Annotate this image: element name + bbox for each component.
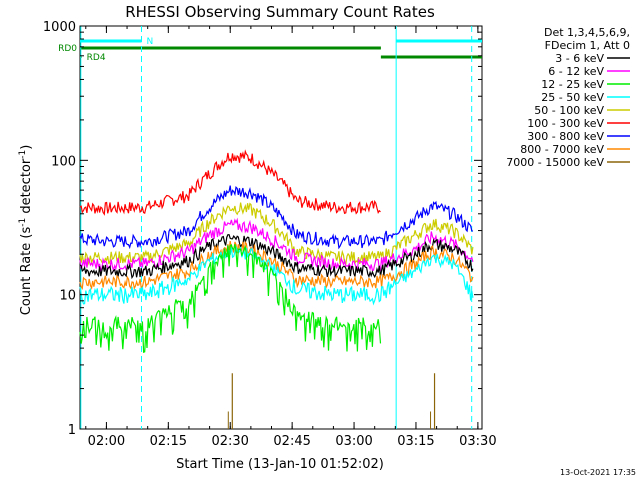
- series-line-3-6keV: [79, 234, 474, 280]
- legend-label: 7000 - 15000 keV: [506, 156, 604, 169]
- x-axis-label: Start Time (13-Jan-10 01:52:02): [176, 457, 384, 472]
- x-axis: 02:00 02:15 02:30 02:45 03:00 03:15 03:30: [85, 26, 497, 449]
- y-tick-label: 1000: [43, 20, 76, 35]
- plot-area: [79, 25, 483, 430]
- legend-label: 6 - 12 keV: [548, 65, 604, 78]
- legend-label: 3 - 6 keV: [555, 52, 604, 65]
- vertical-markers: [80, 26, 473, 429]
- x-tick-label: 02:00: [88, 434, 125, 449]
- y-axis-label: Count Rate (s-1 detector-1): [18, 145, 34, 316]
- x-tick-label: 02:15: [150, 434, 187, 449]
- x-tick-label: 03:15: [397, 434, 434, 449]
- series-group: [79, 149, 474, 354]
- y-axis-label-sup1: -1: [18, 218, 28, 227]
- flag-bars: N RD0 RD4: [58, 37, 482, 63]
- flag-end-label: RD4: [87, 53, 106, 63]
- y-axis: 1 10 100 1000: [43, 20, 482, 438]
- series-line-100-300keV: [79, 149, 381, 216]
- timestamp: 13-Oct-2021 17:35: [560, 468, 636, 477]
- series-line-50-100keV: [79, 202, 474, 267]
- x-tick-label: 02:45: [273, 434, 310, 449]
- y-axis-label-sup2: -1: [18, 150, 28, 159]
- y-axis-label-mid: detector: [19, 158, 34, 218]
- legend: Det 1,3,4,5,6,9,FDecim 1, Att 03 - 6 keV…: [506, 26, 630, 169]
- series-line-12-25keV: [79, 243, 382, 354]
- plot-frame: [79, 25, 483, 430]
- x-tick-label: 02:30: [211, 434, 248, 449]
- series-line-25-50keV: [79, 246, 474, 306]
- legend-label: 50 - 100 keV: [534, 104, 604, 117]
- x-tick-label: 03:00: [335, 434, 372, 449]
- series-line-300-800keV: [79, 185, 474, 250]
- y-axis-label-post: ): [19, 145, 34, 150]
- brown-spikes: [227, 373, 436, 429]
- y-tick-label: 1: [68, 423, 76, 438]
- legend-label: 300 - 800 keV: [527, 130, 604, 143]
- y-tick-label: 10: [59, 289, 76, 304]
- x-tick-label: 03:30: [459, 434, 496, 449]
- chart-title: RHESSI Observing Summary Count Rates: [125, 3, 435, 21]
- flag-end-label: N: [146, 37, 153, 47]
- legend-label: 25 - 50 keV: [541, 91, 604, 104]
- legend-label: 800 - 7000 keV: [520, 143, 604, 156]
- legend-label: 12 - 25 keV: [541, 78, 604, 91]
- legend-label: 100 - 300 keV: [527, 117, 604, 130]
- legend-header: Det 1,3,4,5,6,9,: [544, 26, 630, 39]
- legend-header: FDecim 1, Att 0: [545, 39, 630, 52]
- series-line-6-12keV: [79, 217, 474, 273]
- y-tick-label: 100: [51, 154, 76, 169]
- flag-label: RD0: [58, 44, 77, 54]
- y-axis-label-pre: Count Rate (s: [19, 227, 34, 316]
